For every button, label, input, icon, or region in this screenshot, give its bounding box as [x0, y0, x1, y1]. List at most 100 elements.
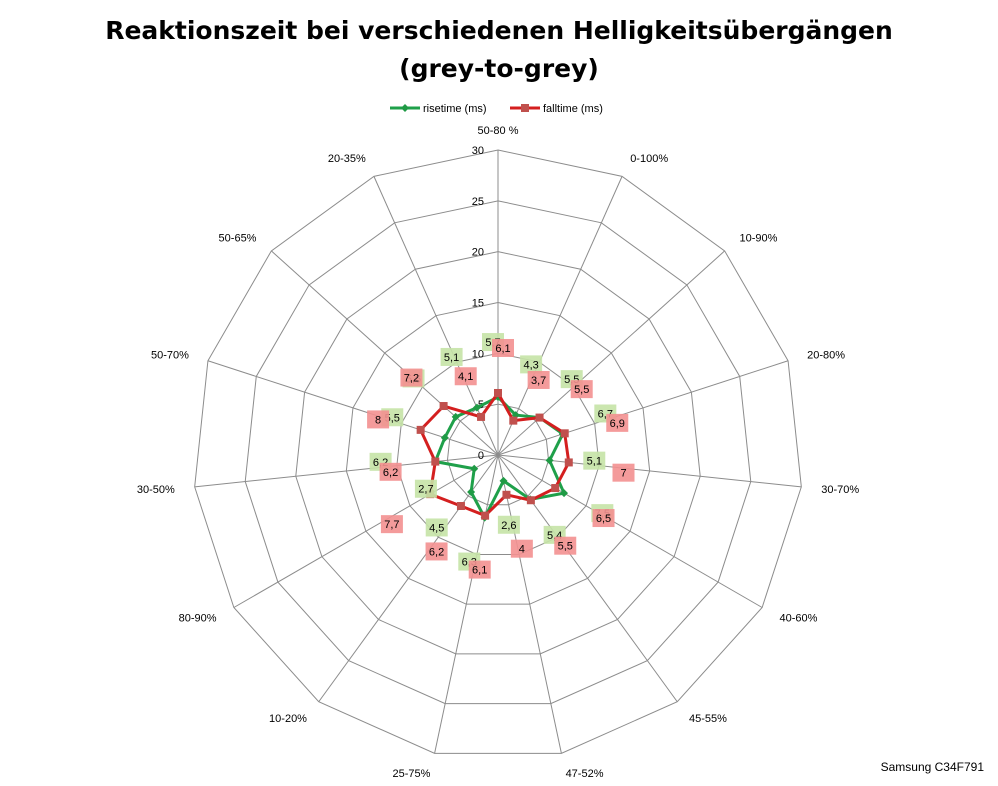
data-label-box [527, 370, 550, 389]
data-label: 7 [620, 468, 626, 480]
grid-spoke [497, 454, 802, 488]
data-point [545, 456, 554, 465]
data-label: 2,7 [418, 484, 433, 496]
data-label-box [367, 410, 390, 429]
grid-spoke [434, 454, 499, 754]
data-label: 4,1 [458, 371, 473, 383]
data-point [451, 412, 460, 421]
data-point [502, 490, 511, 499]
tick-label: 30 [472, 145, 484, 157]
grid-spoke [207, 360, 499, 456]
data-label-box [520, 355, 543, 374]
category-label: 25-75% [393, 768, 431, 780]
grid-spoke [497, 454, 562, 754]
grid-ring [194, 149, 802, 754]
category-label: 50-80 % [478, 125, 519, 137]
data-point [499, 476, 508, 485]
data-point [535, 413, 544, 422]
grid-ring [244, 200, 752, 705]
grid-ring [396, 352, 600, 555]
data-point [509, 416, 518, 425]
chart-title-line1: Reaktionszeit bei verschiedenen Helligke… [105, 16, 893, 45]
data-point [470, 464, 479, 473]
data-point [440, 433, 449, 442]
data-point [494, 388, 502, 397]
tick-label: 20 [472, 247, 484, 259]
data-label: 4 [519, 544, 525, 556]
data-label: 7,2 [404, 373, 419, 385]
category-label: 30-50% [137, 484, 175, 496]
grid-spoke [497, 360, 789, 456]
data-label-box [400, 368, 423, 387]
category-label: 50-65% [219, 233, 257, 245]
category-label: 10-20% [269, 713, 307, 725]
grid-spoke [271, 250, 499, 456]
data-point [431, 457, 440, 466]
data-labels: 5,74,35,56,75,17,55,42,66,34,52,76,25,55… [367, 333, 635, 579]
data-point [481, 511, 490, 520]
data-point [560, 429, 569, 438]
data-point [439, 402, 448, 411]
data-label: 6,1 [472, 565, 487, 577]
data-label-box [380, 515, 403, 534]
series-line [419, 391, 571, 518]
category-label: 10-90% [740, 233, 778, 245]
data-label-box [414, 479, 437, 498]
legend-label: risetime (ms) [423, 103, 487, 115]
legend-marker [521, 104, 529, 112]
category-label: 47-52% [566, 768, 604, 780]
data-point [467, 488, 476, 497]
data-label-box [492, 338, 514, 357]
data-point [456, 501, 465, 510]
data-point [526, 496, 535, 505]
data-label: 5,5 [558, 541, 573, 553]
category-label: 20-35% [328, 153, 366, 165]
data-label: 2,6 [501, 520, 516, 532]
data-label-box [497, 515, 520, 534]
footer-label: Samsung C34F791 [880, 760, 984, 774]
grid-ring [295, 251, 701, 655]
data-label: 5,5 [574, 384, 589, 396]
data-label: 3,7 [531, 375, 546, 387]
category-label: 20-80% [807, 350, 845, 362]
data-label: 4,5 [429, 522, 444, 534]
tick-label: 0 [478, 450, 484, 462]
data-label-box [440, 347, 463, 366]
grid-ring [345, 301, 651, 605]
data-label-box [554, 536, 577, 555]
grid-spoke [497, 176, 623, 456]
tick-label: 15 [472, 298, 484, 310]
category-label: 40-60% [779, 613, 817, 625]
category-label: 50-70% [151, 350, 189, 362]
data-label-box [592, 509, 615, 528]
data-point [560, 489, 569, 498]
data-label: 7,7 [384, 519, 399, 531]
data-label-box [570, 380, 593, 399]
data-label-box [606, 413, 629, 432]
data-label-box [425, 518, 448, 537]
data-label: 5,1 [444, 352, 459, 364]
data-label-box [468, 560, 491, 579]
legend-marker [401, 104, 409, 112]
data-label: 6,2 [429, 546, 444, 558]
chart-title: Reaktionszeit bei verschiedenen Helligke… [0, 12, 998, 88]
data-label-box [510, 539, 533, 558]
data-label: 6,2 [383, 467, 398, 479]
legend: risetime (ms) falltime (ms) [390, 103, 603, 115]
data-label: 4,3 [523, 359, 538, 371]
category-label: 30-70% [821, 484, 859, 496]
grid-spoke [233, 454, 499, 608]
data-point [416, 425, 425, 434]
data-label: 6,5 [596, 513, 611, 525]
grid-spoke [318, 454, 499, 703]
tick-label: 25 [472, 196, 484, 208]
category-label: 45-55% [689, 713, 727, 725]
data-point [472, 403, 481, 412]
data-label-box [612, 463, 635, 482]
grid-spoke [194, 454, 499, 488]
category-labels: 50-80 % 0-100% 10-90% 20-80% 30-70% 40-60% 45-… [137, 125, 859, 780]
data-label: 6,1 [495, 343, 510, 355]
legend-item: falltime (ms) [510, 103, 603, 115]
